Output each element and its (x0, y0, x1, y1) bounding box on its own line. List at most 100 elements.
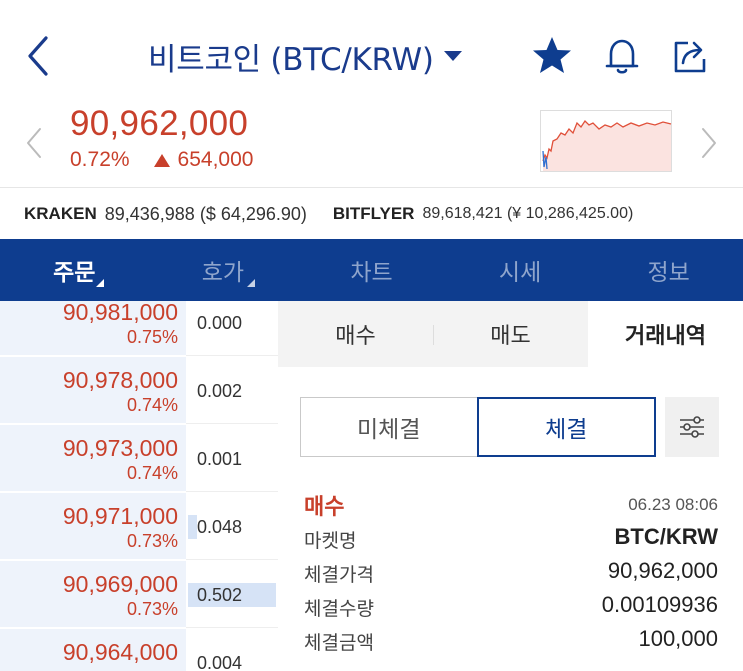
segment-label: 거래내역 (625, 324, 706, 349)
trade-detail-value: 0.00109936 (601, 592, 718, 617)
mini-chart-fill (543, 121, 671, 171)
share-icon[interactable] (668, 34, 712, 78)
star-icon[interactable] (530, 34, 574, 78)
tab-label: 차트 (350, 260, 393, 286)
orderbook-percent: 0.73% (126, 599, 178, 619)
trade-detail-row: 마켓명 BTC/KRW (304, 521, 718, 555)
orderbook-price-cell: 90,964,000 (0, 629, 186, 671)
order-type-segment: 매수 매도 거래내역 (278, 301, 743, 367)
orderbook-price-cell: 90,978,000 0.74% (0, 357, 186, 424)
unfilled-label: 미체결 (357, 417, 421, 443)
orderbook-qty-cell: 0.004 (186, 629, 278, 671)
tab-label: 주문 (53, 260, 96, 286)
orderbook-row[interactable]: 90,971,000 0.73% 0.048 (0, 493, 278, 561)
segment-label: 매도 (490, 324, 531, 349)
coin-selector[interactable]: 비트코인 (BTC/KRW) (148, 32, 462, 80)
trade-type: 매수 (304, 495, 345, 520)
trade-detail-row: 체결가격 90,962,000 (304, 555, 718, 589)
trade-detail-value: 100,000 (638, 626, 718, 651)
change-amount: 654,000 (177, 148, 254, 171)
orderbook-row[interactable]: 90,978,000 0.74% 0.002 (0, 357, 278, 425)
trade-detail-label: 체결금액 (304, 632, 374, 654)
tab-info[interactable]: 정보 (594, 239, 743, 301)
exchange-comparison: KRAKEN 89,436,988 ($ 64,296.90) BITFLYER… (0, 189, 743, 239)
orderbook-price: 90,969,000 (62, 571, 178, 597)
segment-divider (433, 325, 434, 345)
back-icon[interactable] (22, 34, 54, 78)
filled-label: 체결 (545, 417, 588, 443)
trade-time: 06.23 08:06 (628, 495, 718, 514)
segment-history[interactable]: 거래내역 (588, 301, 743, 367)
orderbook-percent: 0.74% (126, 395, 178, 415)
up-triangle-icon (153, 153, 170, 167)
orderbook-quantity: 0.002 (197, 381, 243, 401)
caret-down-icon (443, 51, 462, 61)
filled-button[interactable]: 체결 (476, 397, 656, 457)
orderbook-price: 90,981,000 (62, 301, 178, 325)
current-price: 90,962,000 (70, 104, 249, 143)
orderbook-percent: 0.73% (126, 531, 178, 551)
trade-detail-label: 마켓명 (304, 530, 357, 552)
segment-label: 매수 (335, 324, 376, 349)
main-tabs: 주문 호가 차트 시세 정보 (0, 239, 743, 301)
tab-label: 시세 (498, 260, 542, 286)
orderbook-price-cell: 90,971,000 0.73% (0, 493, 186, 560)
mini-chart-line (542, 119, 672, 162)
price-change: 0.72% 654,000 (70, 148, 253, 172)
unfilled-button[interactable]: 미체결 (300, 397, 477, 457)
orderbook-quantity: 0.004 (197, 653, 243, 671)
tab-order[interactable]: 주문 (0, 239, 149, 301)
orderbook-qty-cell: 0.001 (186, 425, 278, 492)
orderbook-price: 90,973,000 (62, 435, 178, 461)
mini-chart-dip (542, 150, 548, 170)
tab-label: 정보 (647, 260, 690, 286)
orderbook-row[interactable]: 90,964,000 0.004 (0, 629, 278, 671)
orderbook-quantity: 0.502 (197, 585, 243, 605)
trade-detail-label: 체결수량 (304, 598, 374, 620)
orderbook-volume-bar (188, 515, 197, 539)
chevron-right-icon[interactable] (697, 126, 721, 160)
trade-record[interactable]: 매수 06.23 08:06 마켓명 BTC/KRW 체결가격 90,962,000 체… (304, 489, 718, 657)
change-percent: 0.72% (70, 148, 130, 171)
exchange-price: 89,436,988 ($ 64,296.90) (104, 203, 307, 224)
mini-price-chart[interactable] (540, 110, 672, 172)
orderbook-price-cell: 90,981,000 0.75% (0, 301, 186, 356)
orderbook-price: 90,978,000 (62, 367, 178, 393)
orderbook-qty-cell: 0.048 (186, 493, 278, 560)
orderbook-quantity: 0.001 (197, 449, 243, 469)
bell-icon[interactable] (600, 34, 644, 78)
orderbook-price: 90,964,000 (62, 639, 178, 665)
orderbook-qty-cell: 0.000 (186, 301, 278, 356)
chevron-left-icon[interactable] (22, 126, 46, 160)
orderbook-row[interactable]: 90,973,000 0.74% 0.001 (0, 425, 278, 493)
orderbook-qty-cell: 0.002 (186, 357, 278, 424)
orderbook-quantity: 0.048 (197, 517, 243, 537)
orderbook-quantity: 0.000 (197, 313, 243, 333)
tab-corner-icon (96, 279, 104, 287)
segment-buy[interactable]: 매수 (278, 301, 433, 367)
tab-chart[interactable]: 차트 (297, 239, 446, 301)
tab-corner-icon (246, 279, 255, 287)
tab-market[interactable]: 시세 (446, 239, 595, 301)
exchange-name: BITFLYER (332, 204, 415, 223)
trade-detail-label: 체결가격 (304, 564, 374, 586)
orderbook-row[interactable]: 90,969,000 0.73% 0.502 (0, 561, 278, 629)
trade-detail-row: 체결수량 0.00109936 (304, 589, 718, 623)
trade-detail-value: 90,962,000 (607, 558, 718, 583)
trade-detail-row: 체결금액 100,000 (304, 623, 718, 657)
orderbook-price-cell: 90,973,000 0.74% (0, 425, 186, 492)
tab-label: 호가 (201, 260, 245, 286)
trade-panel: 매수 매도 거래내역 미체결 체결 매수 06.23 08:06 (278, 301, 743, 671)
orderbook-price-cell: 90,969,000 0.73% (0, 561, 186, 628)
orderbook-row[interactable]: 90,981,000 0.75% 0.000 (0, 301, 278, 357)
segment-sell[interactable]: 매도 (433, 301, 588, 367)
filter-sliders-icon[interactable] (665, 397, 719, 457)
exchange-price: 89,618,421 (¥ 10,286,425.00) (422, 205, 634, 222)
orderbook-percent: 0.75% (126, 327, 178, 347)
top-header: 비트코인 (BTC/KRW) (0, 0, 743, 100)
tab-orderbook[interactable]: 호가 (149, 239, 298, 301)
page-title: 비트코인 (BTC/KRW) (148, 41, 434, 78)
exchange-name: KRAKEN (24, 204, 97, 223)
orderbook-price: 90,971,000 (62, 503, 178, 529)
trade-header: 매수 06.23 08:06 (304, 489, 718, 521)
